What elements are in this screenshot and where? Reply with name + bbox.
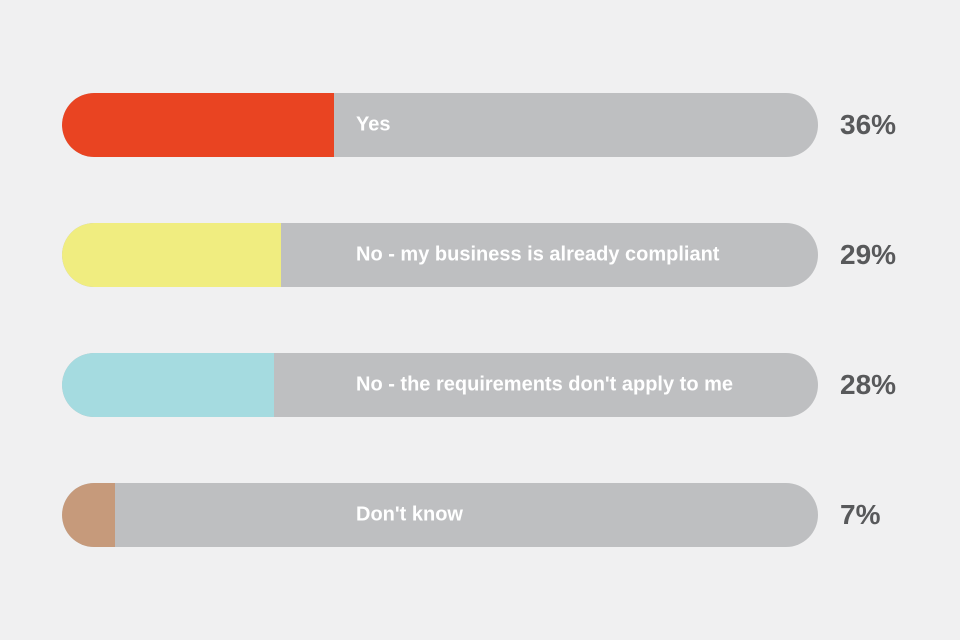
bar-label: Yes — [356, 113, 391, 136]
bar-track: Don't know — [62, 483, 818, 547]
bar-label: Don't know — [356, 503, 463, 526]
bar-fill — [62, 223, 282, 287]
bar-label: No - the requirements don't apply to me — [356, 373, 734, 396]
survey-bar-chart: Yes 36% No - my business is already comp… — [62, 93, 960, 547]
bar-label: No - my business is already compliant — [356, 243, 720, 266]
bar-value-label: 36% — [840, 109, 897, 140]
bar-track: No - my business is already compliant — [62, 223, 818, 287]
bar-value-label: 29% — [840, 239, 897, 270]
bar-value-label: 28% — [840, 369, 897, 400]
bar-fill — [62, 353, 274, 417]
bar-row-no-compliant: No - my business is already compliant 29… — [62, 223, 960, 287]
bar-fill — [62, 93, 335, 157]
bar-row-yes: Yes 36% — [62, 93, 960, 157]
bar-row-dont-know: Don't know 7% — [62, 483, 960, 547]
bar-value-label: 7% — [840, 499, 881, 530]
bar-row-no-requirements: No - the requirements don't apply to me … — [62, 353, 960, 417]
bar-track: No - the requirements don't apply to me — [62, 353, 818, 417]
bar-fill — [62, 483, 115, 547]
bar-track: Yes — [62, 93, 818, 157]
